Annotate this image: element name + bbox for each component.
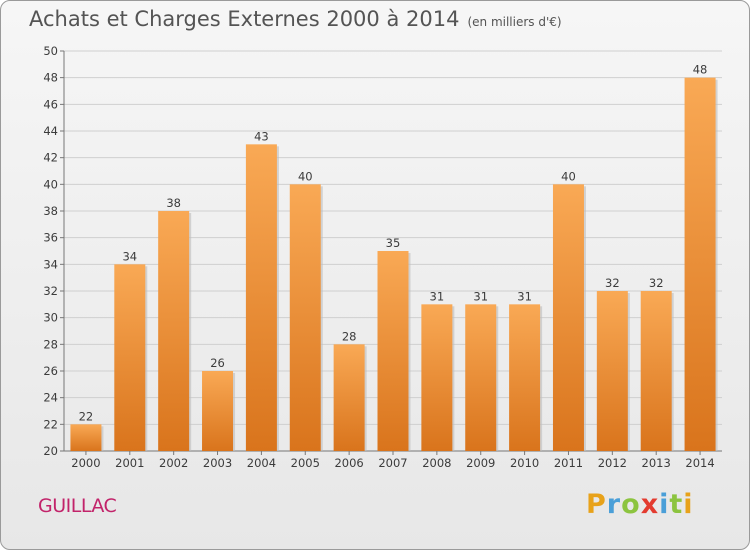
x-tick-label: 2004 xyxy=(247,456,276,470)
bar xyxy=(114,264,146,451)
bar xyxy=(596,291,628,451)
town-name: GUILLAC xyxy=(38,495,117,517)
bar xyxy=(202,371,234,451)
value-label: 35 xyxy=(386,236,401,250)
logo-letter: i xyxy=(659,489,670,520)
value-label: 22 xyxy=(79,409,94,423)
bar xyxy=(640,291,672,451)
x-tick-label: 2009 xyxy=(466,456,495,470)
bar xyxy=(509,304,541,451)
x-tick-label: 2014 xyxy=(685,456,714,470)
chart-title-block: Achats et Charges Externes 2000 à 2014 (e… xyxy=(29,7,562,31)
y-tick-label: 50 xyxy=(43,44,58,58)
chart-title: Achats et Charges Externes 2000 à 2014 xyxy=(29,7,460,31)
bar xyxy=(289,184,321,452)
y-tick-label: 22 xyxy=(43,417,58,431)
bar xyxy=(245,144,277,452)
y-tick-label: 38 xyxy=(43,204,58,218)
y-tick-label: 24 xyxy=(43,391,58,405)
y-tick-label: 42 xyxy=(43,151,58,165)
value-label: 48 xyxy=(693,63,708,77)
value-label: 43 xyxy=(254,129,269,143)
x-tick-label: 2010 xyxy=(510,456,539,470)
bar xyxy=(377,251,409,451)
y-tick-label: 34 xyxy=(43,257,58,271)
value-label: 31 xyxy=(430,289,445,303)
x-tick-label: 2005 xyxy=(291,456,320,470)
value-label: 40 xyxy=(298,169,313,183)
y-tick-label: 28 xyxy=(43,337,58,351)
bar xyxy=(158,211,190,451)
x-tick-label: 2006 xyxy=(334,456,363,470)
y-tick-label: 30 xyxy=(43,311,58,325)
bar xyxy=(70,424,102,451)
y-tick-label: 46 xyxy=(43,97,58,111)
labels: 20 22 24 26 28 30 32 34 36 38 40 42 44 46 48 50 22 2000 34… xyxy=(43,44,714,470)
value-label: 34 xyxy=(122,249,137,263)
logo-letter: i xyxy=(683,489,694,520)
value-label: 40 xyxy=(561,169,576,183)
y-tick-label: 32 xyxy=(43,284,58,298)
logo-letter: o xyxy=(621,489,641,520)
bars xyxy=(70,77,718,452)
logo-letter: x xyxy=(640,489,660,520)
bar xyxy=(421,304,453,451)
y-tick-label: 44 xyxy=(43,124,58,138)
value-label: 31 xyxy=(473,289,488,303)
value-label: 28 xyxy=(342,329,357,343)
value-label: 38 xyxy=(166,196,181,210)
chart-subtitle: (en milliers d'€) xyxy=(467,15,562,29)
x-tick-label: 2001 xyxy=(115,456,144,470)
y-tick-label: 20 xyxy=(43,444,58,458)
value-label: 32 xyxy=(605,276,620,290)
bar xyxy=(684,77,716,452)
x-tick-label: 2011 xyxy=(554,456,583,470)
x-tick-label: 2012 xyxy=(598,456,627,470)
y-tick-label: 26 xyxy=(43,364,58,378)
x-tick-label: 2003 xyxy=(203,456,232,470)
y-tick-label: 48 xyxy=(43,71,58,85)
bar xyxy=(465,304,497,451)
value-label: 32 xyxy=(649,276,664,290)
x-tick-label: 2002 xyxy=(159,456,188,470)
y-tick-label: 36 xyxy=(43,231,58,245)
value-label: 31 xyxy=(517,289,532,303)
logo-letter: r xyxy=(606,489,622,520)
logo-letter: P xyxy=(586,489,607,520)
y-tick-label: 40 xyxy=(43,177,58,191)
x-tick-label: 2007 xyxy=(378,456,407,470)
x-tick-label: 2013 xyxy=(642,456,671,470)
bar xyxy=(552,184,584,452)
x-tick-label: 2008 xyxy=(422,456,451,470)
value-label: 26 xyxy=(210,356,225,370)
logo-letter: t xyxy=(669,489,684,520)
bar xyxy=(333,344,365,451)
x-tick-label: 2000 xyxy=(71,456,100,470)
proxiti-logo: Proxiti xyxy=(586,489,694,520)
